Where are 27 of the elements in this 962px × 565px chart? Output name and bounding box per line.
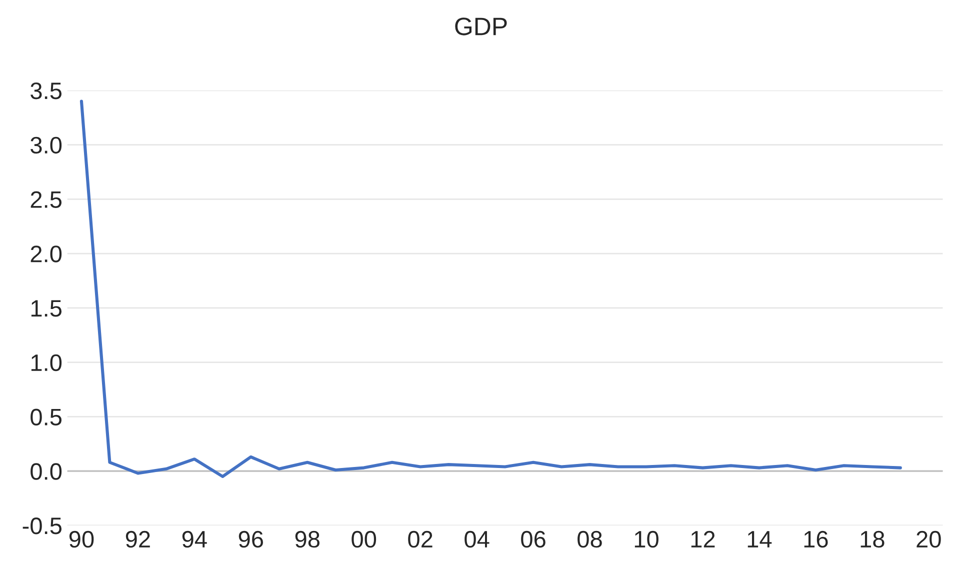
y-tick-label: -0.5	[22, 518, 62, 534]
y-tick-label: 2.5	[30, 191, 62, 208]
x-tick-label: 92	[126, 530, 150, 548]
x-tick-label: 20	[916, 530, 941, 548]
y-tick-label: 3.5	[30, 82, 62, 100]
y-tick-label: 3.0	[30, 136, 62, 154]
y-tick-label: 1.5	[31, 300, 62, 317]
x-tick-label: 94	[182, 530, 207, 548]
x-tick-label: 96	[238, 530, 263, 548]
y-tick-label: 1.0	[31, 354, 62, 372]
x-tick-label: 18	[860, 530, 884, 548]
x-tick-label: 06	[521, 530, 546, 548]
line-series	[80, 100, 902, 478]
y-tick-label: 2.0	[30, 246, 62, 262]
y-tick-label: 0.5	[30, 408, 62, 426]
x-tick-label: 90	[69, 530, 94, 548]
y-tick-label: 0.0	[30, 463, 62, 480]
x-tick-label: 12	[691, 530, 715, 548]
chart-title: GDP	[455, 18, 507, 36]
x-tick-label: 00	[352, 530, 376, 548]
x-tick-label: 10	[634, 530, 658, 548]
x-tick-label: 98	[295, 530, 320, 548]
x-tick-label: 02	[408, 530, 432, 548]
x-tick-label: 04	[464, 530, 490, 548]
x-tick-label: 08	[578, 530, 602, 548]
x-tick-label: 16	[804, 530, 828, 548]
x-tick-label: 14	[748, 531, 772, 548]
